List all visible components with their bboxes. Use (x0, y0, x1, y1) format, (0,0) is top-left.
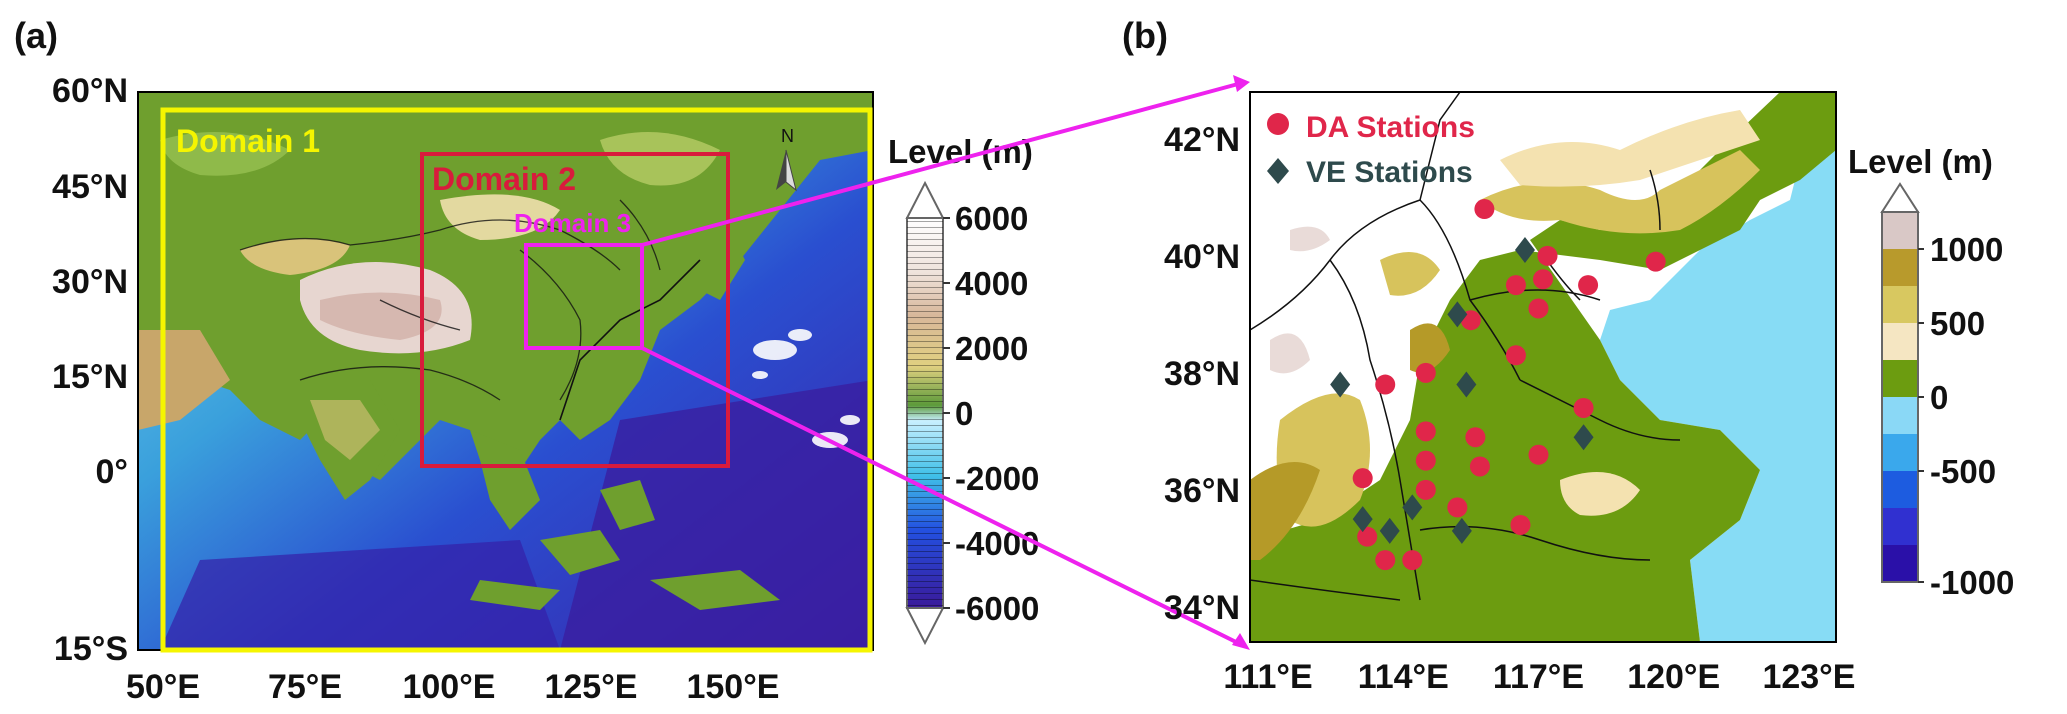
panel-b-colorbar-tick: 1000 (1930, 231, 2003, 268)
svg-text:N: N (781, 126, 794, 146)
panel-a-colorbar-title: Level (m) (888, 133, 1033, 170)
panel-b-lat-tick: 34°N (1164, 589, 1240, 627)
da-station (1415, 421, 1436, 442)
panel-b: (b) (1122, 15, 2014, 696)
ve-station-markers (1330, 236, 1594, 544)
domain-1-box (160, 107, 873, 653)
domain-1-label: Domain 1 (176, 123, 320, 159)
panel-a-lat-tick: 60°N (52, 72, 128, 110)
da-station (1505, 345, 1526, 366)
da-station (1533, 269, 1553, 290)
panel-b-colorbar-tick: 0 (1930, 379, 1948, 416)
panel-a-lon-tick: 125°E (544, 668, 637, 706)
legend-da-marker (1267, 113, 1289, 135)
ve-station (1447, 301, 1468, 328)
panel-a-lat-tick: 15°N (52, 358, 128, 396)
ve-station (1402, 494, 1423, 521)
da-station (1465, 427, 1486, 448)
panel-a-colorbar-tick: -4000 (955, 525, 1039, 562)
da-station (1352, 468, 1373, 489)
da-station (1357, 526, 1378, 547)
ve-station (1514, 236, 1535, 263)
panel-a-lon-tick: 150°E (686, 668, 779, 706)
panel-a-lon-tick: 75°E (268, 668, 342, 706)
zoom-arrows (641, 75, 1250, 650)
legend-ve-marker (1267, 158, 1289, 184)
panel-b-map (1250, 92, 1836, 642)
panel-a-colorbar-tick: -6000 (955, 590, 1039, 627)
panel-b-colorbar-tick: -1000 (1930, 564, 2014, 601)
panel-b-lon-tick: 111°E (1223, 658, 1312, 696)
da-station (1528, 298, 1549, 319)
da-station (1528, 444, 1549, 465)
da-station (1510, 514, 1531, 535)
ve-station (1379, 517, 1400, 544)
panel-b-lat-tick: 42°N (1164, 121, 1240, 159)
da-station (1573, 397, 1594, 418)
ve-station (1456, 371, 1477, 398)
panel-a-lat-tick: 45°N (52, 168, 128, 206)
da-station (1375, 374, 1396, 395)
panel-b-colorbar-title: Level (m) (1848, 143, 1993, 180)
ve-station (1451, 517, 1472, 544)
panel-a-label: (a) (14, 15, 58, 56)
da-station (1474, 199, 1495, 220)
panel-b-colorbar-tick: -500 (1930, 453, 1996, 490)
ve-station (1573, 424, 1594, 451)
panel-a-lon-axis: 50°E 75°E 100°E 125°E 150°E (126, 668, 780, 706)
panel-b-lat-axis: 42°N 40°N 38°N 36°N 34°N (1164, 121, 1240, 627)
da-station (1415, 479, 1436, 500)
panel-a-lon-tick: 100°E (402, 668, 495, 706)
panel-a-colorbar-tick: 2000 (955, 330, 1028, 367)
panel-a: (a) (14, 15, 1039, 706)
panel-b-lon-tick: 120°E (1627, 658, 1720, 696)
da-station (1447, 497, 1468, 518)
panel-a-lon-tick: 50°E (126, 668, 200, 706)
legend-ve-label: VE Stations (1306, 156, 1473, 189)
panel-b-lat-tick: 40°N (1164, 238, 1240, 276)
panel-b-lat-tick: 38°N (1164, 355, 1240, 393)
panel-b-legend: DA Stations VE Stations (1267, 111, 1475, 189)
domain-3-box (524, 243, 644, 350)
da-station (1578, 275, 1599, 296)
panel-a-lat-tick: 0° (95, 453, 128, 491)
domain-2-label: Domain 2 (432, 161, 576, 197)
da-station (1537, 245, 1558, 266)
legend-da-label: DA Stations (1306, 111, 1475, 144)
da-station-markers (1352, 199, 1666, 571)
north-arrow-icon: N (776, 126, 797, 192)
panel-a-colorbar: Level (m) 6000 4000 2000 0 -2000 -4000 -6000 (888, 133, 1039, 646)
panel-a-colorbar-tick: 4000 (955, 265, 1028, 302)
da-station (1415, 362, 1436, 383)
panel-b-lat-tick: 36°N (1164, 472, 1240, 510)
da-station (1375, 550, 1396, 571)
panel-b-lon-tick: 123°E (1762, 658, 1855, 696)
da-station (1402, 550, 1423, 571)
panel-a-colorbar-tick: 0 (955, 395, 973, 432)
panel-a-lat-tick: 30°N (52, 263, 128, 301)
ve-station (1330, 371, 1351, 398)
panel-b-colorbar-tick: 500 (1930, 305, 1985, 342)
panel-a-colorbar-tick: -2000 (955, 460, 1039, 497)
da-station (1469, 456, 1490, 477)
panel-a-map (138, 92, 873, 650)
ve-station (1352, 506, 1373, 533)
panel-b-lon-axis: 111°E 114°E 117°E 120°E 123°E (1223, 658, 1855, 696)
da-station (1415, 450, 1436, 471)
da-station (1505, 275, 1526, 296)
panel-b-colorbar: Level (m) 1000 500 0 -500 -1000 (1848, 143, 2014, 601)
panel-b-lon-tick: 117°E (1493, 658, 1584, 696)
domain-3-label: Domain 3 (514, 208, 631, 238)
domain-2-box (420, 152, 730, 468)
da-station (1645, 251, 1666, 272)
panel-a-lat-axis: 60°N 45°N 30°N 15°N 0° 15°S (52, 72, 128, 668)
panel-a-lat-tick: 15°S (54, 630, 128, 668)
panel-b-label: (b) (1122, 15, 1168, 56)
panel-b-lon-tick: 114°E (1358, 658, 1449, 696)
panel-a-colorbar-tick: 6000 (955, 200, 1028, 237)
